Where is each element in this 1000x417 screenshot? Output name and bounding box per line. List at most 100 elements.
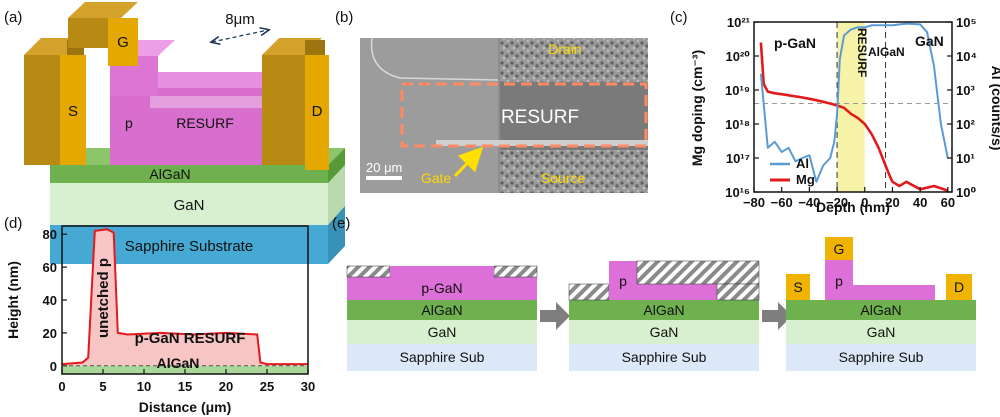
gate-label: G xyxy=(117,34,129,51)
c-left-tick-label: 10¹⁸ xyxy=(725,117,750,132)
legend-mg-label: Mg xyxy=(796,172,815,187)
resurf-step xyxy=(150,96,268,108)
step3-p-mesa xyxy=(825,260,853,300)
step1-mask-left xyxy=(346,265,391,278)
step2-gan-label: GaN xyxy=(650,324,679,340)
step3-substrate xyxy=(786,344,976,371)
d-ylabel: Height (nm) xyxy=(5,261,21,339)
panel-e-letter: (e) xyxy=(332,215,350,232)
gan-layer xyxy=(50,183,328,225)
source-contact xyxy=(24,55,67,165)
c-right-tick-label: 10² xyxy=(956,117,975,132)
pgan-region-label: p-GaN xyxy=(774,35,816,51)
height-profile-line xyxy=(61,228,308,366)
d-x-tick-label: 5 xyxy=(99,379,106,394)
panel-d-letter: (d) xyxy=(4,215,22,232)
source-label: S xyxy=(68,103,78,120)
step3-p-label: p xyxy=(835,273,843,289)
algan-region-label: AlGaN xyxy=(868,45,905,59)
sem-source-label: Source xyxy=(541,170,586,186)
step2-algan xyxy=(569,300,759,320)
c-left-tick-label: 10¹⁹ xyxy=(725,83,750,98)
d-x-tick-label: 0 xyxy=(58,379,65,394)
process-step-3: G p S D AlGaN GaN Sapphire Sub xyxy=(786,237,976,371)
scalebar-label: 20 μm xyxy=(366,160,402,175)
dimension-arrow xyxy=(212,30,268,42)
d-y-tick-label: 40 xyxy=(43,293,57,308)
step1-gan-label: GaN xyxy=(428,324,457,340)
substrate-side xyxy=(328,206,345,264)
step1-algan xyxy=(347,300,537,320)
resurf-box xyxy=(400,82,648,148)
height-profile-fill xyxy=(62,229,308,366)
d-y-tick-label: 0 xyxy=(50,359,57,374)
c-right-tick-label: 10³ xyxy=(956,83,975,98)
step2-mask-right xyxy=(716,283,760,301)
algan-layer xyxy=(50,165,328,183)
scalebar xyxy=(366,176,402,180)
d-xlabel: Distance (μm) xyxy=(139,399,232,415)
d-y-tick-label: 80 xyxy=(43,227,57,242)
gate-pointer-arrow xyxy=(453,146,484,178)
c-left-tick-label: 10¹⁶ xyxy=(725,185,750,200)
c-x-tick-label: −20 xyxy=(826,195,848,210)
step2-algan-label: AlGaN xyxy=(643,302,684,318)
step2-resurf xyxy=(637,284,717,300)
gan-region-label: GaN xyxy=(915,33,944,49)
step2-substrate xyxy=(569,344,759,371)
sem-resurf-region xyxy=(500,82,648,150)
c-x-tick-label: −60 xyxy=(771,195,793,210)
source-front xyxy=(60,55,86,165)
algan-label: AlGaN xyxy=(149,166,190,182)
plot-c-frame xyxy=(753,21,953,193)
panel-a: (a) Sapphire Substrate GaN AlGaN p RESUR… xyxy=(4,2,345,264)
step3-source-label: S xyxy=(793,279,802,295)
resurf-region-label: RESURF xyxy=(855,28,869,77)
resurf-profile-label: p-GaN RESURF xyxy=(135,330,246,347)
process-arrow-2 xyxy=(762,302,792,330)
c-xlabel: Depth (nm) xyxy=(816,199,890,215)
step3-gate-contact xyxy=(825,237,853,260)
c-x-tick-label: −80 xyxy=(743,195,765,210)
step3-gan xyxy=(786,320,976,344)
unetched-label: unetched p xyxy=(95,258,112,338)
drain-label: D xyxy=(312,103,323,120)
step1-gan xyxy=(347,320,537,344)
panel-c: (c) 10²¹ 10²⁰ 10¹⁹ 10¹⁸ 10¹⁷ 10¹⁶ 10⁵ 10⁴ 10³ 10²… xyxy=(670,9,1000,215)
c-x-tick-label: 40 xyxy=(913,195,927,210)
step2-substrate-label: Sapphire Sub xyxy=(622,349,707,365)
process-arrow-1 xyxy=(540,302,570,330)
step1-algan-label: AlGaN xyxy=(421,302,462,318)
algan-side xyxy=(328,148,345,183)
d-y-tick-label: 60 xyxy=(43,260,57,275)
step2-p-mesa xyxy=(609,261,637,300)
panel-b-letter: (b) xyxy=(335,9,353,26)
drain-contact xyxy=(262,55,305,165)
step1-substrate-label: Sapphire Sub xyxy=(400,349,485,365)
step3-resurf xyxy=(853,285,935,300)
panel-e: (e) p-GaN AlGaN GaN Sapphire Sub xyxy=(332,215,976,371)
panel-b: (b) Drain RESURF Source Gate 20 μm xyxy=(335,9,648,193)
sem-gate-label: Gate xyxy=(421,170,452,186)
sem-resurf-label: RESURF xyxy=(501,107,579,128)
resurf-label: RESURF xyxy=(176,115,234,131)
c-right-tick-label: 10⁰ xyxy=(956,185,976,200)
step2-mask-left xyxy=(568,283,610,301)
step2-p-label: p xyxy=(619,273,627,289)
c-x-tick-label: −40 xyxy=(798,195,820,210)
p-label: p xyxy=(125,115,133,131)
step3-drain-label: D xyxy=(954,279,964,295)
step2-mask-top xyxy=(636,260,760,285)
c-right-tick-label: 10¹ xyxy=(956,151,975,166)
process-step-2: p AlGaN GaN Sapphire Sub xyxy=(568,260,760,371)
sem-gate-line xyxy=(436,140,648,146)
step3-gan-label: GaN xyxy=(867,324,896,340)
process-step-1: p-GaN AlGaN GaN Sapphire Sub xyxy=(346,265,538,371)
c-x-tick-label: 20 xyxy=(885,195,899,210)
substrate-label: Sapphire Substrate xyxy=(125,238,253,255)
c-right-tick-label: 10⁴ xyxy=(956,49,977,64)
d-x-tick-label: 25 xyxy=(260,379,274,394)
c-x-tick-label: 60 xyxy=(941,195,955,210)
dimension-label: 8μm xyxy=(225,11,254,28)
step3-source-contact xyxy=(786,274,810,300)
